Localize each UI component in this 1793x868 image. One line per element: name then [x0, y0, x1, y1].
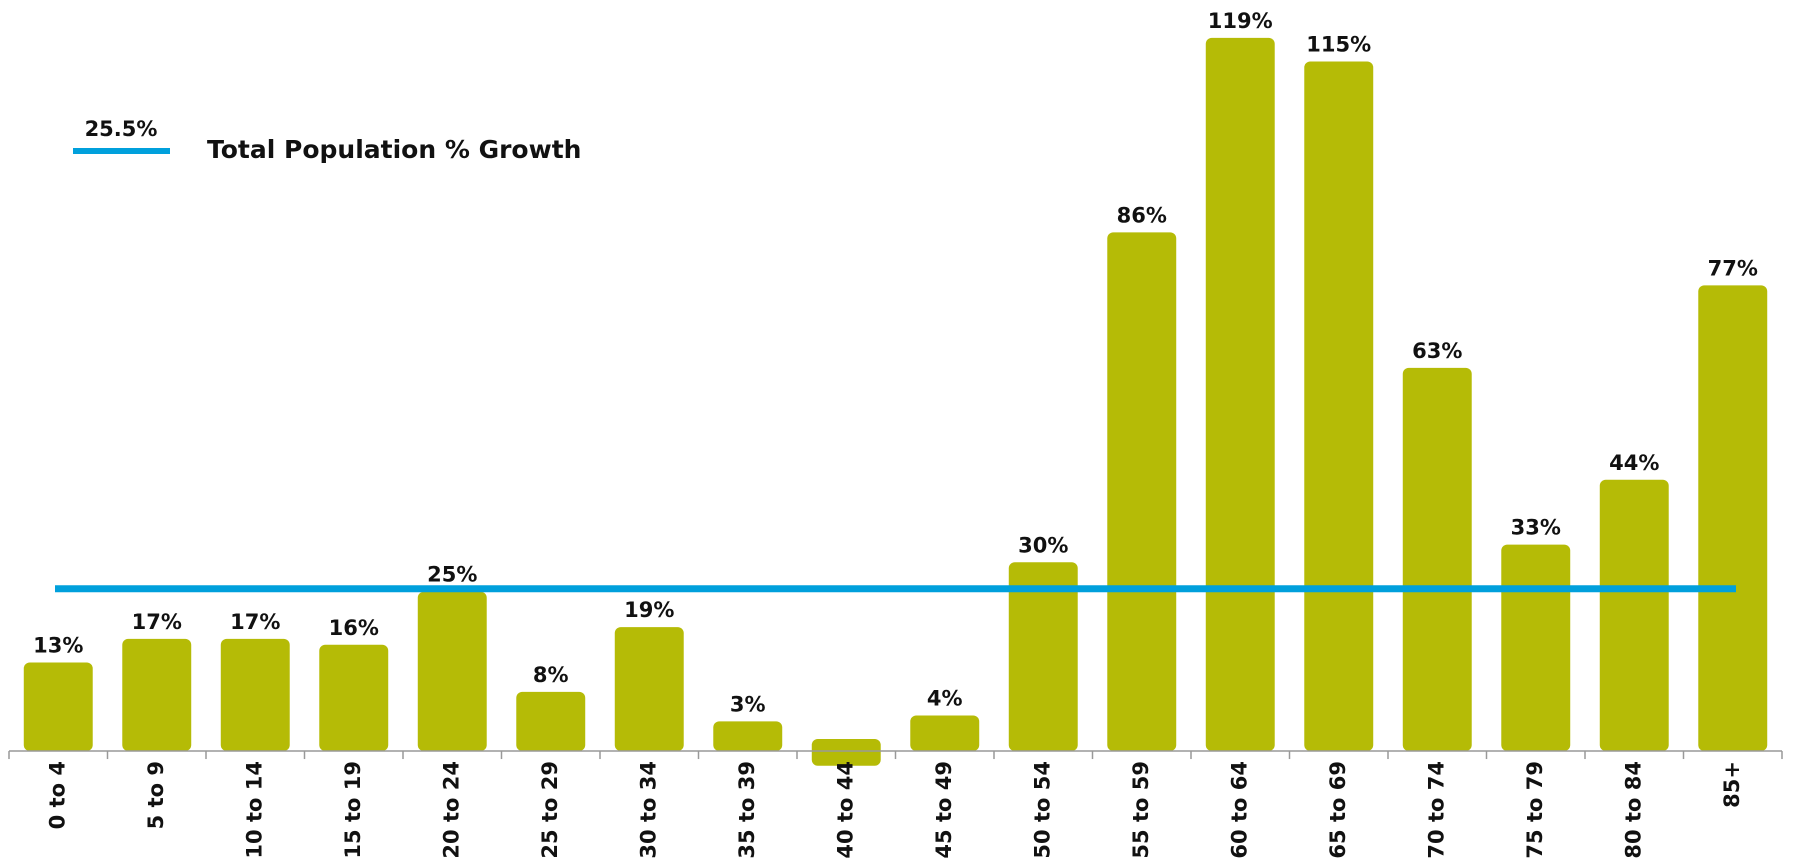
- x-tick-label: 5 to 9: [144, 761, 168, 829]
- bar: [23, 662, 93, 752]
- data-label: 86%: [1117, 203, 1167, 227]
- bar: [417, 591, 487, 752]
- bar: [1402, 367, 1472, 752]
- x-tick-label: 0 to 4: [45, 761, 69, 829]
- x-tick-label: 30 to 34: [636, 761, 660, 859]
- data-label: 77%: [1708, 256, 1758, 280]
- legend-label: Total Population % Growth: [207, 135, 581, 164]
- legend-value-label: 25.5%: [85, 117, 158, 141]
- bar: [713, 721, 783, 752]
- data-label: 13%: [33, 633, 83, 657]
- x-tick-label: 55 to 59: [1129, 761, 1153, 859]
- x-tick-label: 10 to 14: [242, 761, 266, 859]
- bar: [122, 638, 192, 752]
- x-tick-label: 45 to 49: [932, 761, 956, 859]
- bar: [1304, 61, 1374, 752]
- x-tick-label: 85+: [1720, 761, 1744, 808]
- bar: [220, 638, 290, 752]
- data-label: 8%: [533, 663, 569, 687]
- data-label: 4%: [927, 686, 963, 710]
- bar: [910, 715, 980, 752]
- data-label: 17%: [132, 610, 182, 634]
- data-label: 3%: [730, 692, 766, 716]
- x-tick-label: 60 to 64: [1227, 761, 1251, 859]
- data-label: 16%: [329, 616, 379, 640]
- bar: [1698, 285, 1768, 752]
- x-tick-label: 25 to 29: [538, 761, 562, 859]
- x-tick-label: 70 to 74: [1424, 761, 1448, 859]
- data-label: 44%: [1609, 451, 1659, 475]
- x-tick-label: 20 to 24: [439, 761, 463, 859]
- bar: [1599, 479, 1669, 752]
- data-label: 33%: [1511, 516, 1561, 540]
- bar: [1008, 562, 1078, 752]
- data-label: 19%: [624, 598, 674, 622]
- bar: [1107, 232, 1177, 752]
- data-label: 63%: [1412, 339, 1462, 363]
- data-label: 17%: [230, 610, 280, 634]
- x-tick-label: 65 to 69: [1326, 761, 1350, 859]
- x-tick-label: 50 to 54: [1030, 761, 1054, 859]
- bar: [614, 627, 684, 752]
- bar: [811, 739, 881, 766]
- x-tick-label: 15 to 19: [341, 761, 365, 859]
- bar: [1501, 544, 1571, 752]
- data-label: 119%: [1208, 9, 1273, 33]
- data-label: 30%: [1018, 533, 1068, 557]
- bar: [319, 644, 389, 752]
- x-tick-label: 75 to 79: [1523, 761, 1547, 859]
- data-label: 25%: [427, 563, 477, 587]
- x-tick-label: 80 to 84: [1621, 761, 1645, 859]
- x-tick-label: 40 to 44: [833, 761, 857, 859]
- data-label: 115%: [1306, 32, 1371, 56]
- bar: [516, 691, 586, 752]
- x-tick-label: 35 to 39: [735, 761, 759, 859]
- bar: [1205, 37, 1275, 752]
